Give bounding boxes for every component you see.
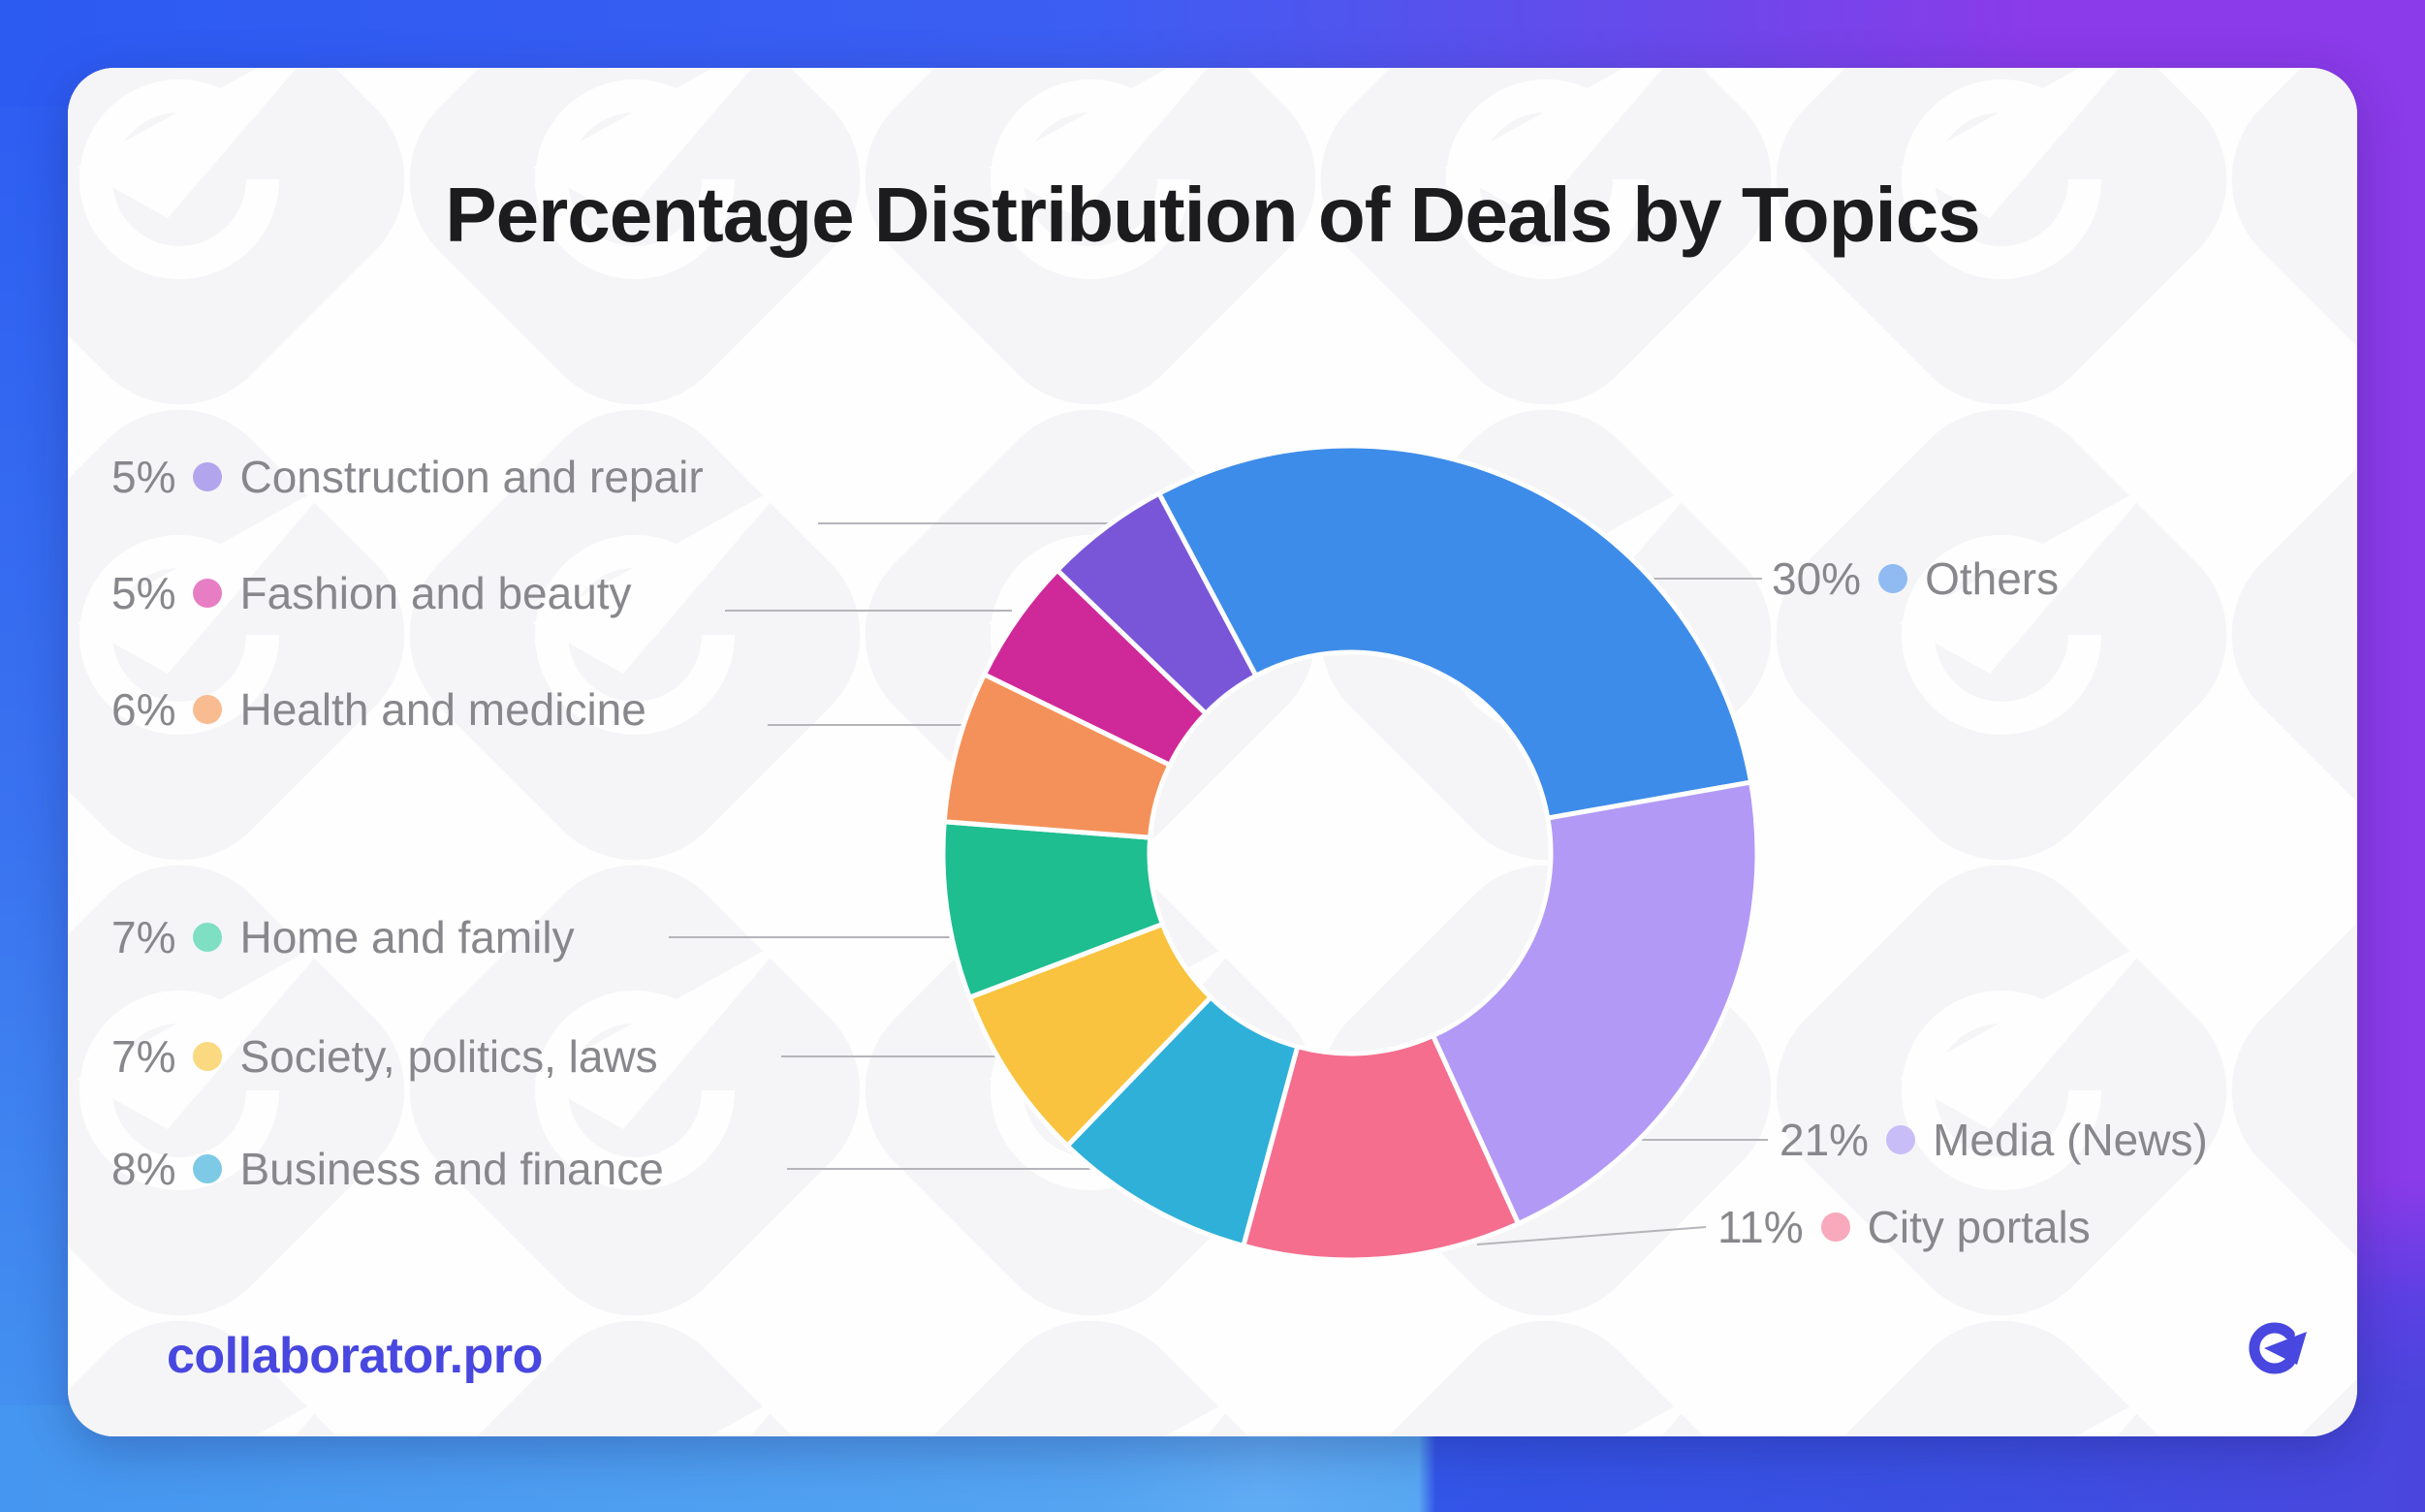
legend-label: Home and family <box>239 912 575 962</box>
legend-label: Health and medicine <box>239 684 646 735</box>
legend-item-fashion-and-beauty: 5% Fashion and beauty <box>111 567 632 619</box>
brand-logo-icon <box>2249 1322 2307 1374</box>
legend-value: 7% <box>111 1031 176 1082</box>
legend-label: Others <box>1925 553 2060 604</box>
legend-value: 11% <box>1717 1202 1804 1252</box>
legend-value: 6% <box>111 684 176 735</box>
legend-dot-icon <box>193 462 223 491</box>
legend-dot-icon <box>1820 1213 1850 1242</box>
legend-value: 5% <box>111 452 176 502</box>
legend-value: 30% <box>1772 553 1862 604</box>
legend-dot-icon <box>1878 564 1908 593</box>
legend-item-health-and-medicine: 6% Health and medicine <box>111 683 646 736</box>
legend-item-society-politics-laws: 7% Society, politics, laws <box>111 1030 658 1083</box>
legend-label: City portals <box>1867 1202 2091 1252</box>
legend-value: 21% <box>1779 1115 1870 1165</box>
legend-label: Construction and repair <box>239 452 704 502</box>
legend-label: Media (News) <box>1933 1115 2208 1165</box>
legend-dot-icon <box>193 1042 223 1071</box>
legend-value: 8% <box>111 1144 176 1194</box>
legend-label: Society, politics, laws <box>239 1031 658 1082</box>
legend-item-city-portals: 11% City portals <box>1717 1201 2091 1253</box>
legend-dot-icon <box>193 923 223 952</box>
legend-dot-icon <box>193 579 223 608</box>
legend-item-others: 30% Others <box>1772 552 2059 605</box>
legend-value: 5% <box>111 568 176 618</box>
legend-item-business-and-finance: 8% Business and finance <box>111 1143 664 1195</box>
legend-item-home-and-family: 7% Home and family <box>111 911 575 963</box>
legend-dot-icon <box>193 1154 223 1183</box>
legend-item-media-news-: 21% Media (News) <box>1779 1114 2208 1166</box>
legend-dot-icon <box>1886 1125 1916 1154</box>
legend-label: Fashion and beauty <box>239 568 632 618</box>
footer-brand-link[interactable]: collaborator.pro <box>167 1328 543 1384</box>
page-title: Percentage Distribution of Deals by Topi… <box>445 172 1981 258</box>
legend-item-construction-and-repair: 5% Construction and repair <box>111 451 704 503</box>
legend-value: 7% <box>111 912 176 962</box>
legend-label: Business and finance <box>239 1144 664 1194</box>
legend-dot-icon <box>193 695 223 724</box>
